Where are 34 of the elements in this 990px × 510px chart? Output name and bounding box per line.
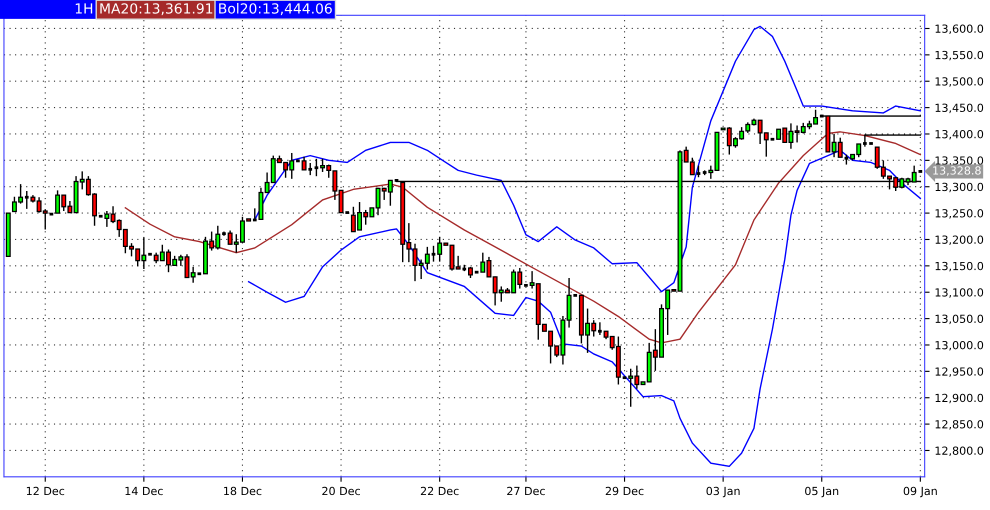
- y-tick-label: 13,300.0: [936, 182, 984, 192]
- y-tick-label: 13,500.0: [936, 77, 984, 87]
- x-tick-label: 12 Dec: [26, 486, 64, 496]
- text: Bol20:13,444.06: [219, 2, 332, 16]
- y-tick-label: 13,200.0: [936, 235, 984, 245]
- y-tick-label: 13,400.0: [936, 130, 984, 140]
- y-tick-label: 12,850.0: [936, 420, 984, 430]
- y-tick-label: 13,450.0: [936, 104, 984, 114]
- y-tick-label: 13,550.0: [936, 50, 984, 60]
- x-tick-label: 03 Jan: [706, 486, 740, 498]
- line-series: [254, 26, 922, 292]
- y-tick-label: 12,900.0: [936, 394, 984, 404]
- x-tick-label: 20 Dec: [322, 486, 360, 496]
- y-tick-label: 13,000.0: [936, 340, 984, 350]
- chart-title: 1H: [76, 3, 92, 14]
- y-tick-label: 13,050.0: [936, 314, 984, 324]
- text: MA20:13,361.91: [100, 3, 212, 16]
- x-tick-label: 09 Jan: [904, 486, 937, 498]
- x-tick-label: 22 Dec: [420, 486, 459, 496]
- text: 13,328.8: [933, 166, 981, 176]
- y-tick-label: 13,600.0: [936, 24, 984, 34]
- x-tick-label: 05 Jan: [805, 486, 838, 498]
- line-series: [124, 131, 922, 344]
- y-tick-label: 13,150.0: [936, 262, 984, 272]
- x-tick-label: 14 Dec: [125, 486, 163, 496]
- y-tick-label: 12,800.0: [936, 446, 984, 456]
- y-tick-label: 13,100.0: [936, 288, 984, 298]
- x-tick-label: 29 Dec: [606, 486, 644, 496]
- candlestick: [468, 266, 473, 279]
- x-tick-label: 27 Dec: [507, 486, 545, 496]
- y-tick-label: 13,350.0: [936, 156, 984, 166]
- x-tick-label: 18 Dec: [224, 486, 262, 496]
- y-tick-label: 12,950.0: [936, 367, 984, 377]
- y-tick-label: 13,250.0: [936, 209, 984, 219]
